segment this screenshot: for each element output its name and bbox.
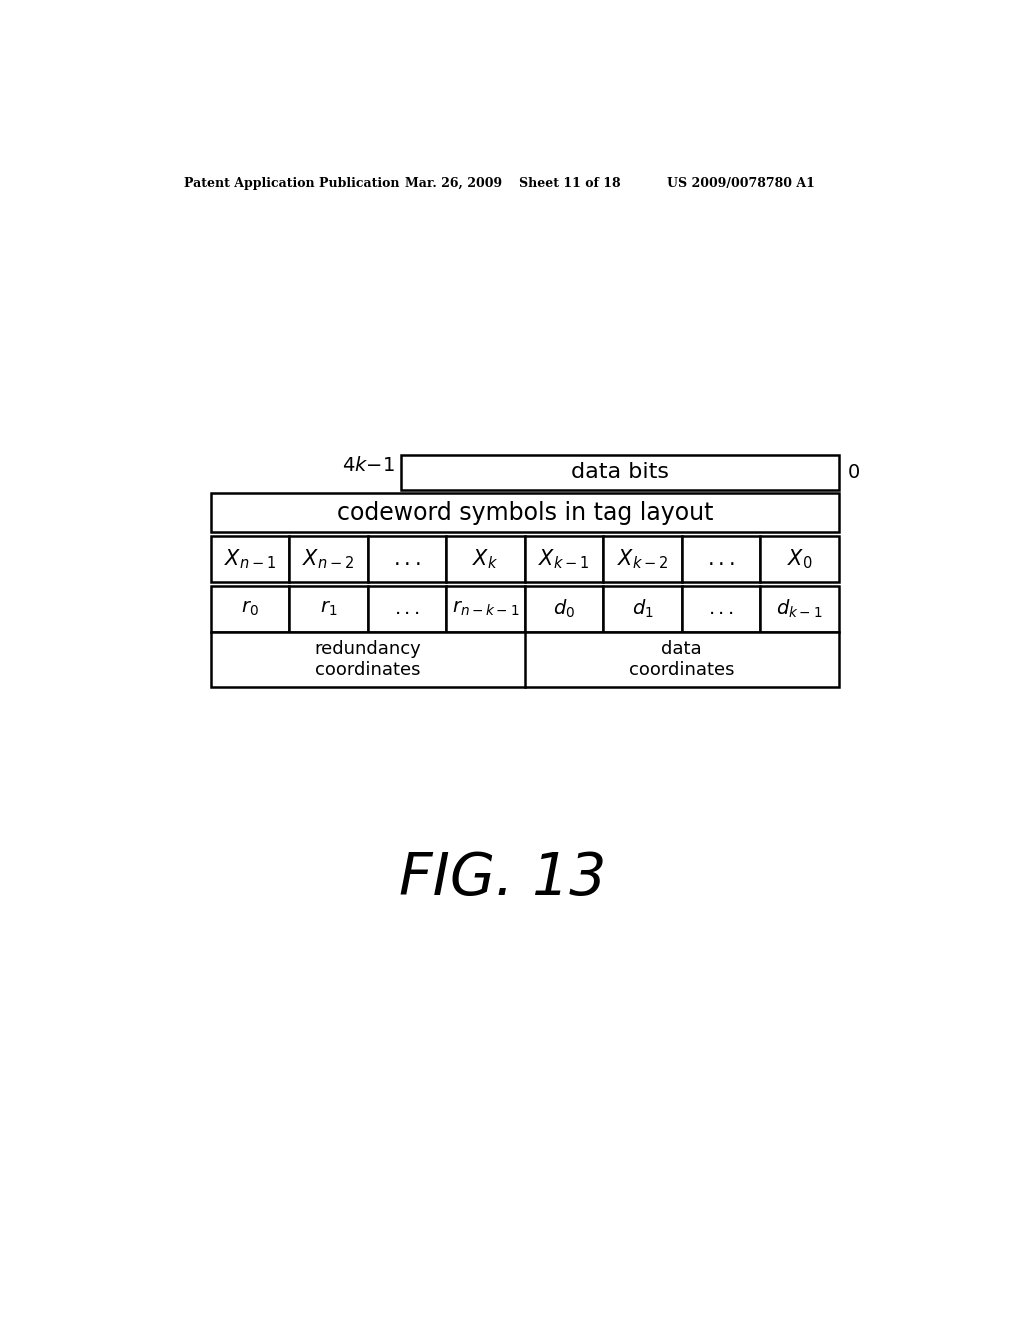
Text: $...$: $...$ — [394, 599, 420, 618]
Text: $X_{n-2}$: $X_{n-2}$ — [302, 546, 354, 570]
Text: $d_0$: $d_0$ — [553, 598, 575, 620]
Bar — [290, 586, 368, 632]
Text: $...$: $...$ — [708, 599, 734, 618]
Text: 0: 0 — [848, 463, 860, 482]
Text: $X_{n-1}$: $X_{n-1}$ — [224, 546, 276, 570]
Bar — [603, 586, 682, 632]
Text: $...$: $...$ — [393, 549, 421, 569]
Bar — [368, 586, 446, 632]
Bar — [603, 536, 682, 582]
Bar — [524, 586, 603, 632]
Text: $r_1$: $r_1$ — [319, 599, 337, 618]
Text: $r_{n-k-1}$: $r_{n-k-1}$ — [452, 599, 519, 618]
Text: Sheet 11 of 18: Sheet 11 of 18 — [519, 177, 621, 190]
Bar — [368, 536, 446, 582]
Bar — [211, 632, 839, 688]
Bar — [290, 536, 368, 582]
Text: $X_k$: $X_k$ — [472, 546, 499, 570]
Text: $4k\mathrm{-}1$: $4k\mathrm{-}1$ — [342, 457, 394, 475]
Text: $r_0$: $r_0$ — [242, 599, 259, 618]
Bar — [524, 536, 603, 582]
Text: $d_{k-1}$: $d_{k-1}$ — [776, 598, 822, 620]
Bar — [211, 536, 290, 582]
Text: data
coordinates: data coordinates — [629, 640, 734, 678]
Text: $X_0$: $X_0$ — [786, 546, 812, 570]
Text: FIG. 13: FIG. 13 — [399, 850, 606, 907]
Bar — [446, 586, 525, 632]
Text: $d_1$: $d_1$ — [632, 598, 653, 620]
Text: $X_{k-1}$: $X_{k-1}$ — [539, 546, 590, 570]
Text: US 2009/0078780 A1: US 2009/0078780 A1 — [667, 177, 814, 190]
Bar — [211, 586, 290, 632]
Text: $...$: $...$ — [708, 549, 735, 569]
Text: codeword symbols in tag layout: codeword symbols in tag layout — [337, 500, 713, 524]
Bar — [682, 536, 760, 582]
Bar — [211, 494, 839, 532]
Text: Mar. 26, 2009: Mar. 26, 2009 — [406, 177, 503, 190]
Bar — [446, 536, 525, 582]
Bar — [400, 455, 839, 490]
Text: $X_{k-2}$: $X_{k-2}$ — [616, 546, 669, 570]
Bar — [760, 536, 839, 582]
Bar — [682, 586, 760, 632]
Text: Patent Application Publication: Patent Application Publication — [183, 177, 399, 190]
Text: redundancy
coordinates: redundancy coordinates — [314, 640, 421, 678]
Text: data bits: data bits — [570, 462, 669, 482]
Bar — [760, 586, 839, 632]
